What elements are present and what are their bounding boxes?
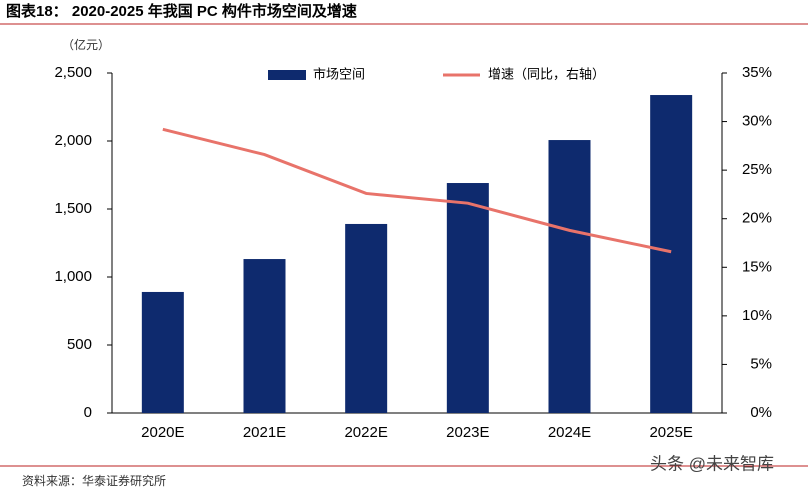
y-tick-label: 2,000 — [54, 132, 92, 149]
legend-label: 市场空间 — [313, 66, 365, 81]
bar — [243, 259, 286, 413]
bar — [548, 140, 591, 413]
y2-tick-label: 25% — [742, 161, 772, 178]
x-tick-label: 2024E — [548, 424, 591, 441]
y-tick-label: 0 — [84, 404, 92, 421]
y2-tick-label: 10% — [742, 307, 772, 324]
bar — [141, 291, 184, 413]
y2-tick-label: 30% — [742, 113, 772, 130]
y-tick-label: 2,500 — [54, 64, 92, 81]
y2-tick-label: 5% — [750, 355, 772, 372]
y-tick-label: 1,000 — [54, 268, 92, 285]
y2-tick-label: 20% — [742, 210, 772, 227]
bar — [345, 223, 388, 413]
bar — [446, 183, 489, 413]
y-axis-unit: （亿元） — [62, 37, 110, 52]
y-tick-label: 1,500 — [54, 200, 92, 217]
chart-title: 图表18： 2020-2025 年我国 PC 构件市场空间及增速 — [6, 2, 357, 20]
y2-tick-label: 0% — [750, 404, 772, 421]
line — [162, 127, 672, 254]
bar — [650, 95, 693, 414]
y2-tick-label: 15% — [742, 258, 772, 275]
y-tick-label: 500 — [67, 336, 92, 353]
y2-tick-label: 35% — [742, 64, 772, 81]
source-note: 资料来源：华泰证券研究所 — [22, 473, 166, 488]
x-tick-label: 2022E — [344, 424, 387, 441]
legend-swatch — [268, 70, 306, 80]
x-tick-label: 2020E — [141, 424, 184, 441]
x-tick-label: 2021E — [243, 424, 286, 441]
x-tick-label: 2025E — [649, 424, 692, 441]
watermark: 头条 @未来智库 — [650, 454, 774, 473]
legend-label: 增速（同比，右轴） — [488, 66, 605, 81]
x-tick-label: 2023E — [446, 424, 489, 441]
